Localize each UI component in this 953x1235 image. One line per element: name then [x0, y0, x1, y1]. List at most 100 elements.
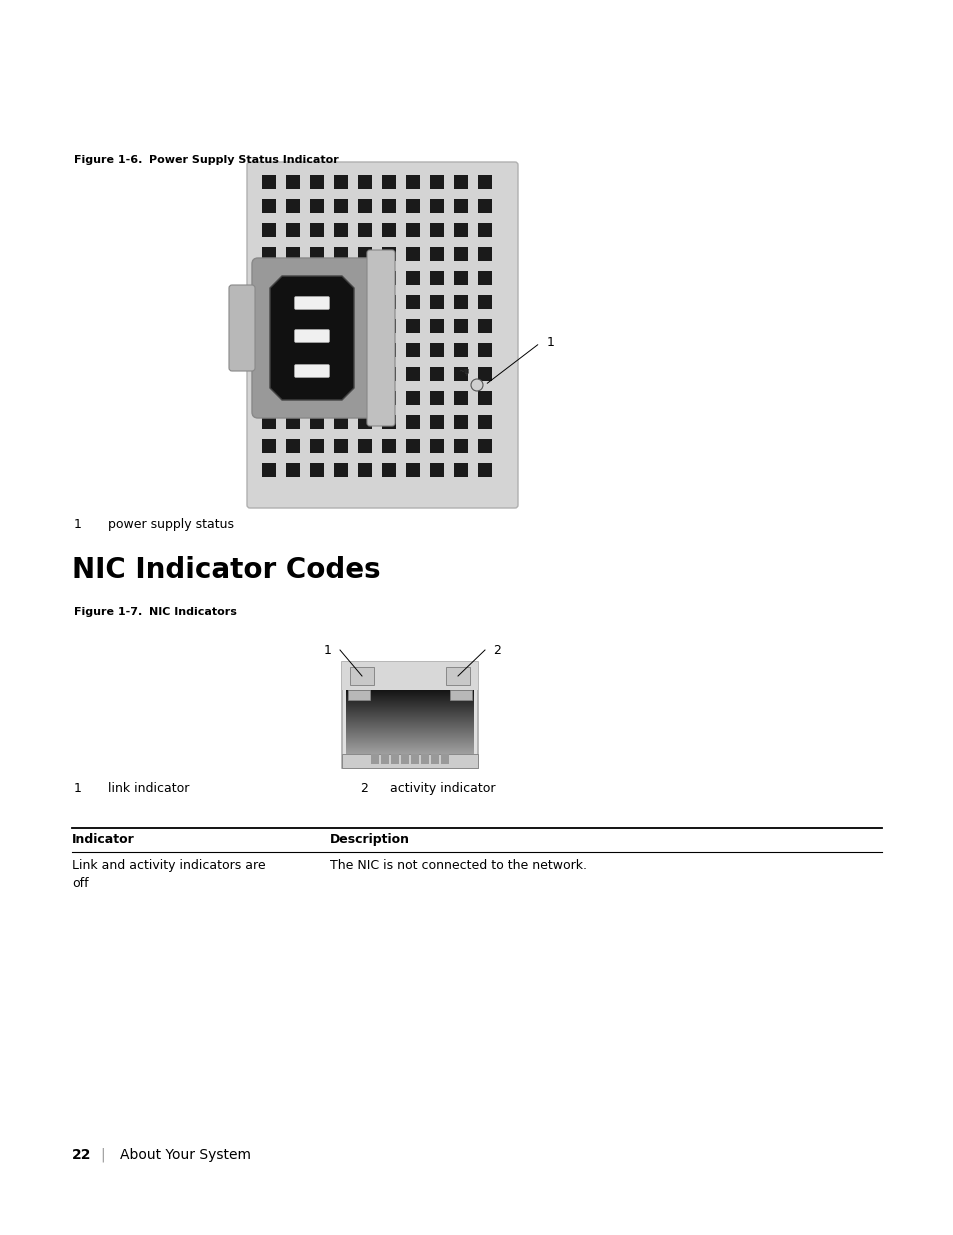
Bar [477, 438, 492, 453]
Bar [334, 463, 348, 477]
Bar [357, 199, 372, 212]
Bar [334, 438, 348, 453]
Bar [406, 415, 419, 429]
Text: 1: 1 [324, 643, 332, 657]
Bar [411, 755, 418, 764]
Bar [454, 438, 468, 453]
Bar [406, 391, 419, 405]
Bar [357, 463, 372, 477]
Text: The NIC is not connected to the network.: The NIC is not connected to the network. [330, 860, 586, 872]
Bar [371, 755, 378, 764]
Bar [431, 755, 438, 764]
Bar [310, 463, 324, 477]
Text: Power Supply Status Indicator: Power Supply Status Indicator [149, 156, 338, 165]
Bar [454, 199, 468, 212]
Bar [430, 175, 443, 189]
Bar [477, 247, 492, 261]
Bar [286, 199, 299, 212]
Bar [334, 199, 348, 212]
Bar [477, 415, 492, 429]
Bar [341, 662, 477, 690]
Bar [381, 295, 395, 309]
Bar [381, 367, 395, 382]
Bar [430, 343, 443, 357]
Bar [430, 463, 443, 477]
Bar [262, 199, 275, 212]
Bar [477, 295, 492, 309]
Text: Indicator: Indicator [71, 832, 134, 846]
Bar [357, 415, 372, 429]
Text: 22: 22 [71, 1149, 91, 1162]
Bar [262, 224, 275, 237]
Text: About Your System: About Your System [120, 1149, 251, 1162]
Bar [286, 270, 299, 285]
Bar [381, 415, 395, 429]
Bar [477, 270, 492, 285]
Bar [454, 247, 468, 261]
Bar [454, 367, 468, 382]
Bar [440, 755, 449, 764]
Bar [391, 755, 398, 764]
Text: link indicator: link indicator [108, 782, 190, 795]
Bar [406, 199, 419, 212]
Bar [310, 415, 324, 429]
Text: activity indicator: activity indicator [390, 782, 495, 795]
Bar [286, 247, 299, 261]
FancyBboxPatch shape [229, 285, 254, 370]
Text: NIC Indicators: NIC Indicators [149, 606, 236, 618]
Text: Figure 1-7.: Figure 1-7. [74, 606, 142, 618]
Bar [430, 270, 443, 285]
Polygon shape [270, 275, 354, 400]
Bar [454, 463, 468, 477]
Bar [420, 755, 429, 764]
FancyBboxPatch shape [294, 296, 329, 310]
Bar [334, 175, 348, 189]
Bar [446, 667, 470, 685]
Bar [454, 415, 468, 429]
Bar [381, 463, 395, 477]
Bar [430, 295, 443, 309]
Bar [430, 199, 443, 212]
Text: Figure 1-6.: Figure 1-6. [74, 156, 142, 165]
Text: 1: 1 [546, 336, 555, 350]
Bar [400, 755, 409, 764]
Bar [262, 270, 275, 285]
Bar [406, 224, 419, 237]
Text: Description: Description [330, 832, 410, 846]
Text: ~ψ: ~ψ [457, 367, 469, 375]
FancyBboxPatch shape [294, 364, 329, 378]
Bar [430, 415, 443, 429]
Bar [430, 367, 443, 382]
Bar [334, 415, 348, 429]
Bar [286, 438, 299, 453]
Bar [310, 199, 324, 212]
Bar [334, 247, 348, 261]
Bar [477, 175, 492, 189]
Bar [357, 224, 372, 237]
Bar [286, 463, 299, 477]
Bar [454, 175, 468, 189]
Bar [454, 295, 468, 309]
Bar [310, 438, 324, 453]
Circle shape [471, 379, 482, 391]
Bar [477, 391, 492, 405]
Text: power supply status: power supply status [108, 517, 233, 531]
Bar [262, 247, 275, 261]
Bar [381, 175, 395, 189]
Bar [381, 343, 395, 357]
Text: 1: 1 [74, 782, 82, 795]
Bar [334, 270, 348, 285]
Bar [406, 319, 419, 333]
Bar [430, 391, 443, 405]
Bar [430, 438, 443, 453]
Bar [286, 224, 299, 237]
Bar [477, 319, 492, 333]
Bar [357, 247, 372, 261]
Bar [406, 343, 419, 357]
Bar [350, 667, 374, 685]
Bar [406, 367, 419, 382]
Bar [357, 438, 372, 453]
Bar [406, 295, 419, 309]
Bar [381, 247, 395, 261]
Bar [262, 463, 275, 477]
